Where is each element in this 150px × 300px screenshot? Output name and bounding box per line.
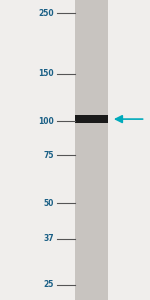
Text: 50: 50 bbox=[44, 199, 54, 208]
Text: 150: 150 bbox=[38, 69, 54, 78]
Text: 250: 250 bbox=[38, 9, 54, 18]
Text: 75: 75 bbox=[44, 151, 54, 160]
Text: 25: 25 bbox=[44, 280, 54, 290]
Text: 100: 100 bbox=[38, 117, 54, 126]
Bar bbox=[75, 0, 108, 300]
Bar bbox=[75, 115, 108, 123]
Text: 37: 37 bbox=[43, 234, 54, 243]
